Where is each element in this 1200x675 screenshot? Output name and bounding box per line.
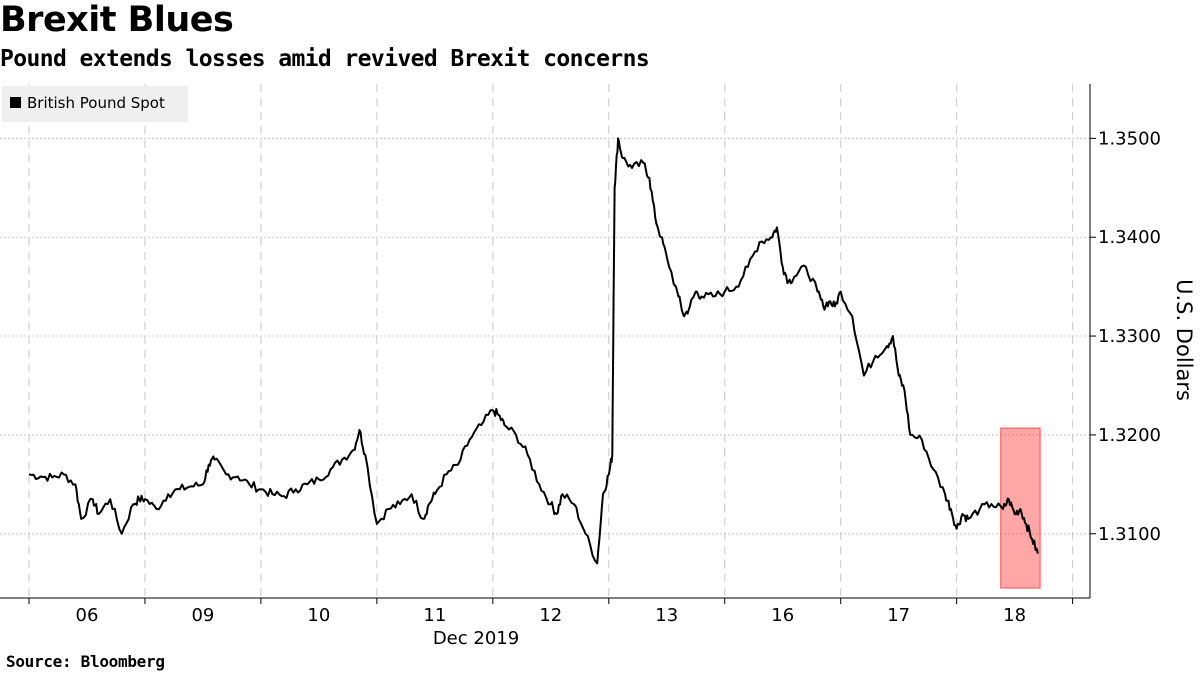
x-tick-label: 10 (307, 605, 330, 626)
legend-swatch (10, 97, 21, 108)
x-tick-label: 17 (887, 605, 910, 626)
x-tick-label: 11 (423, 605, 446, 626)
legend: British Pound Spot (2, 86, 188, 122)
y-tick-label: 1.3300 (1098, 326, 1161, 347)
x-tick-label: 06 (76, 605, 99, 626)
x-axis-label: Dec 2019 (433, 628, 519, 649)
x-tick-label: 09 (191, 605, 214, 626)
source-note: Source: Bloomberg (6, 652, 165, 671)
series-line-british-pound-spot (28, 137, 1039, 565)
series-layer (28, 137, 1039, 565)
y-tick-label: 1.3500 (1098, 128, 1161, 149)
chart-subtitle: Pound extends losses amid revived Brexit… (0, 46, 650, 72)
y-axis-label: U.S. Dollars (1172, 279, 1196, 401)
y-tick-label: 1.3200 (1098, 425, 1161, 446)
legend-label: British Pound Spot (27, 94, 165, 112)
x-tick-label: 18 (1003, 605, 1026, 626)
x-tick-label: 12 (539, 605, 562, 626)
y-tick-label: 1.3100 (1098, 524, 1161, 545)
chart-title: Brexit Blues (0, 0, 234, 40)
y-tick-label: 1.3400 (1098, 227, 1161, 248)
x-tick-label: 16 (771, 605, 794, 626)
x-tick-label: 13 (655, 605, 678, 626)
legend-background (2, 86, 188, 122)
grid (0, 84, 1090, 598)
axes: 1.3100 1.3200 1.3300 1.3400 1.3500 06 09 10 11 12… (0, 84, 1161, 626)
